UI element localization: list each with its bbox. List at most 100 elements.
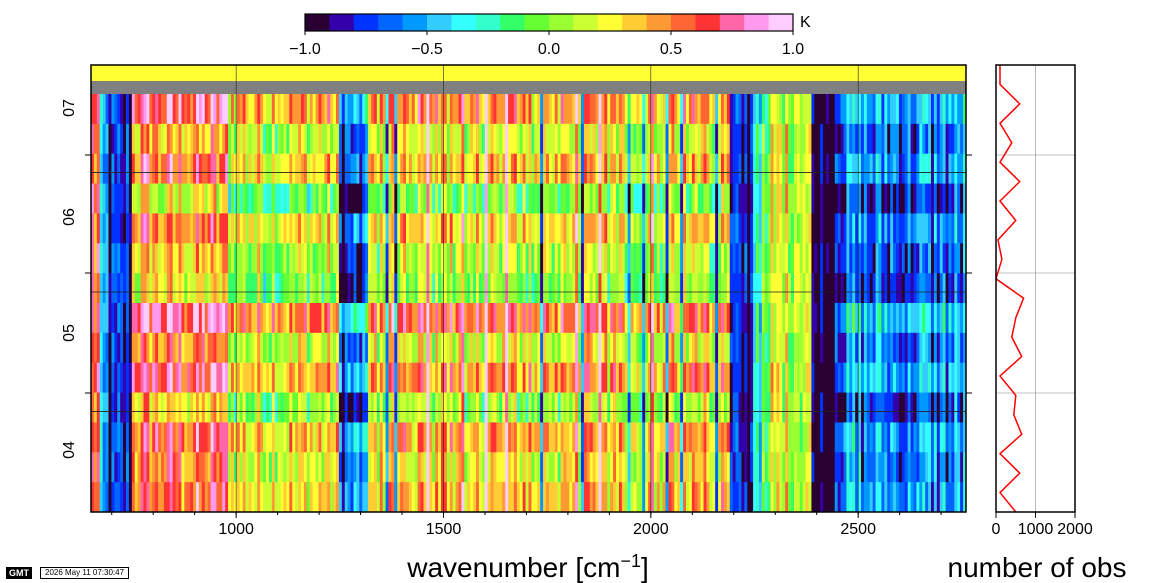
heatmap-cell [668,452,672,483]
heatmap-cell [292,183,296,214]
heatmap-cell [248,303,252,334]
heatmap-cell [572,213,576,244]
heatmap-cell [111,94,115,125]
heatmap-cell [741,482,745,513]
heatmap-cell [175,123,179,155]
heatmap-cell [376,183,381,214]
heatmap-cell [610,303,614,334]
heatmap-cell [653,153,658,184]
heatmap-cell [446,94,451,125]
heatmap-cell [438,153,442,184]
heatmap-cell [939,362,944,393]
heatmap-cell [747,332,751,364]
heatmap-cell [537,482,541,513]
heatmap-cell [350,153,354,184]
heatmap-cell [799,183,804,214]
heatmap-cell [817,123,821,155]
heatmap-cell [680,332,684,364]
heatmap-cell [432,332,436,364]
heatmap-cell [633,273,637,304]
heatmap-cell [572,273,576,304]
heatmap-cell [659,123,664,155]
heatmap-cell [756,183,760,214]
heatmap-cell [831,243,836,274]
heatmap-cell [146,392,150,423]
heatmap-cell [161,273,165,304]
heatmap-cell [263,362,267,393]
heatmap-cell [569,332,573,364]
heatmap-cell [575,362,579,393]
heatmap-cell [140,392,144,423]
heatmap-cell [703,452,707,483]
heatmap-cell [292,303,296,334]
heatmap-cell [656,213,661,244]
heatmap-cell [569,94,573,125]
heatmap-cell [414,482,419,513]
heatmap-cell [169,362,174,393]
heatmap-cell [578,422,582,453]
heatmap-cell [823,123,827,155]
heatmap-cell [216,183,220,214]
heatmap-cell [204,243,209,274]
heatmap-cell [93,123,98,155]
heatmap-cell [210,482,214,513]
heatmap-cell [697,332,701,364]
heatmap-cell [849,243,853,274]
heatmap-cell [826,303,830,334]
heatmap-cell [385,153,389,184]
heatmap-cell [487,303,491,334]
heatmap-cell [263,123,267,155]
heatmap-cell [473,153,477,184]
heatmap-cell [951,123,955,155]
heatmap-cell [446,362,451,393]
heatmap-cell [618,94,623,125]
heatmap-cell [951,94,955,125]
heatmap-cell [852,362,856,393]
heatmap-cell [96,94,101,125]
heatmap-cell [913,213,917,244]
heatmap-cell [688,94,693,125]
heatmap-cell [703,362,707,393]
heatmap-cell [406,153,410,184]
heatmap-cell [639,183,643,214]
heatmap-cell [691,94,696,125]
heatmap-cell [616,303,620,334]
heatmap-cell [406,213,410,244]
heatmap-cell [750,213,754,244]
heatmap-cell [791,332,795,364]
heatmap-cell [225,452,229,483]
heatmap-cell [513,123,518,155]
heatmap-cell [913,422,917,453]
heatmap-cell [231,94,235,125]
heatmap-cell [589,392,594,423]
heatmap-cell [828,213,833,244]
heatmap-cell [922,273,926,304]
heatmap-cell [837,482,841,513]
heatmap-cell [356,213,360,244]
heatmap-cell [245,452,249,483]
heatmap-cell [312,362,316,393]
heatmap-cell [831,422,836,453]
heatmap-cell [820,123,824,155]
heatmap-cell [904,243,909,274]
heatmap-cell [190,243,194,274]
heatmap-cell [519,153,524,184]
x-axis-label-main: wavenumber [cm [406,552,620,583]
heatmap-cell [939,422,944,453]
heatmap-cell [452,332,456,364]
heatmap-cell [196,422,200,453]
heatmap-cell [913,452,917,483]
heatmap-cell [896,94,900,125]
heatmap-cell [516,452,521,483]
heatmap-cell [321,332,325,364]
heatmap-cell [511,452,515,483]
heatmap-cell [747,123,751,155]
heatmap-cell [102,362,106,393]
heatmap-cell [143,332,147,364]
heatmap-cell [773,123,777,155]
heatmap-cell [910,482,914,513]
heatmap-cell [537,303,541,334]
heatmap-cell [251,303,255,334]
heatmap-cell [493,392,497,423]
heatmap-cell [464,332,468,364]
